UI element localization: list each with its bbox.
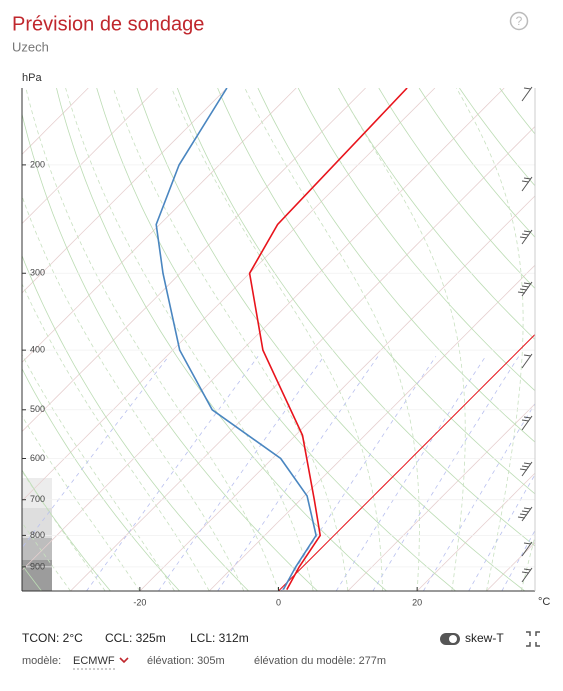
wind-barb — [522, 354, 532, 368]
y-axis-label: hPa — [22, 72, 42, 84]
dry-adiabat — [500, 88, 563, 591]
axes — [22, 88, 535, 591]
index: TCON: 2°C — [22, 631, 83, 645]
index: LCL: 312m — [190, 631, 249, 645]
y-tick-label: 400 — [30, 345, 45, 355]
mixing-ratio — [281, 356, 436, 591]
help-icon[interactable]: ? — [511, 13, 528, 30]
moist-adiabat — [521, 88, 563, 591]
wind-barb — [520, 462, 532, 476]
wind-barb — [522, 87, 532, 101]
footer: TCON: 2°C CCL: 325m LCL: 312m skew-T mod… — [22, 631, 540, 669]
wind-barb — [518, 282, 532, 296]
skew-t-toggle[interactable]: skew-T — [440, 631, 504, 645]
model-elevation: élévation du modèle: 277m — [254, 655, 386, 667]
x-tick-label: -20 — [133, 597, 146, 607]
moist-adiabat — [66, 88, 314, 591]
x-tick-label: 0 — [276, 597, 281, 607]
isotherm — [0, 88, 435, 591]
wind-barb — [518, 507, 532, 521]
y-tick-label: 800 — [30, 530, 45, 540]
toggle-label: skew-T — [465, 631, 504, 645]
dry-adiabat — [137, 88, 525, 591]
mixing-ratio — [373, 356, 519, 591]
mixing-ratio — [87, 356, 259, 591]
wind-barb — [522, 568, 532, 582]
y-tick-label: 600 — [30, 453, 45, 463]
title: Prévision de sondage — [12, 13, 204, 35]
moist-adiabat — [113, 88, 347, 591]
wind-barb — [520, 230, 532, 244]
y-tick-label: 900 — [30, 561, 45, 571]
dry-adiabat — [97, 88, 456, 591]
model-value: ECMWF — [73, 655, 115, 667]
y-tick-label: 300 — [30, 268, 45, 278]
freezing-isotherm — [279, 88, 563, 591]
y-tick-label: 500 — [30, 404, 45, 414]
dry-adiabat — [540, 88, 563, 591]
svg-text:?: ? — [516, 14, 523, 28]
model-label: modèle: — [22, 655, 61, 667]
isotherm — [348, 88, 563, 591]
elevation: élévation: 305m — [147, 655, 225, 667]
moist-adiabat — [0, 88, 140, 591]
model-select[interactable]: ECMWF — [73, 655, 128, 669]
dry-adiabat — [258, 88, 563, 591]
profile-line — [156, 88, 316, 590]
moist-adiabat — [26, 88, 279, 591]
wind-barb — [522, 177, 532, 191]
subtitle: Uzech — [12, 39, 49, 54]
profile-line — [250, 88, 408, 590]
x-tick-label: 20 — [412, 597, 422, 607]
index: CCL: 325m — [105, 631, 166, 645]
isotherm — [0, 88, 19, 591]
mixing-ratio — [469, 356, 563, 591]
dry-adiabat — [298, 88, 563, 591]
moist-adiabat — [456, 88, 523, 591]
isotherm — [279, 88, 563, 591]
expand-icon[interactable] — [526, 632, 540, 646]
dry-adiabat — [459, 88, 563, 591]
dry-adiabat — [419, 88, 563, 591]
y-tick-label: 200 — [30, 159, 45, 169]
moist-adiabat — [338, 88, 465, 591]
moist-adiabat — [556, 88, 563, 591]
y-tick-label: 700 — [30, 494, 45, 504]
dry-adiabat — [57, 88, 387, 591]
dry-adiabat — [218, 88, 563, 591]
moist-adiabat — [0, 88, 105, 591]
isotherm — [209, 88, 563, 591]
mixing-ratio — [218, 356, 378, 591]
x-axis-label: °C — [538, 596, 550, 608]
isotherm — [417, 88, 563, 591]
dry-adiabat — [0, 88, 111, 591]
mixing-ratio — [336, 356, 485, 591]
background-lines — [0, 88, 563, 591]
